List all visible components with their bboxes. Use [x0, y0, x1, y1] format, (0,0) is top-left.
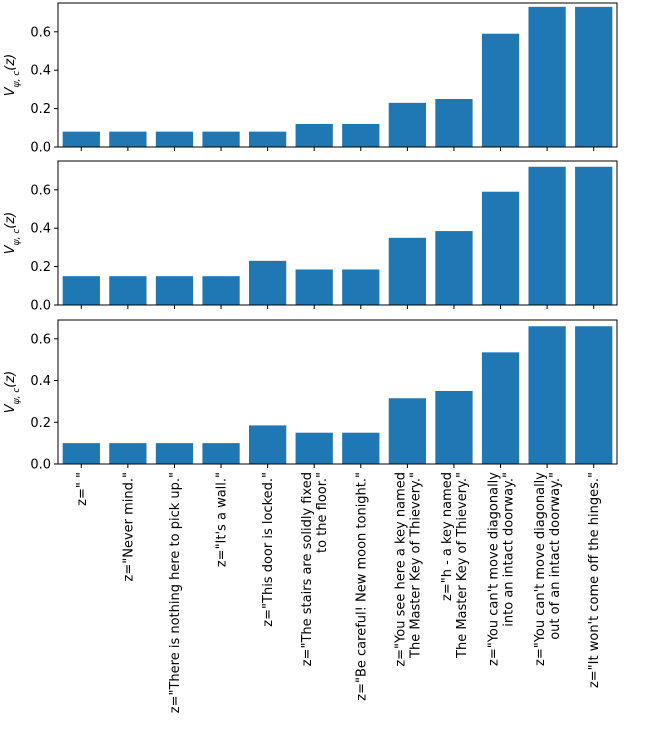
- bar: [248, 425, 287, 464]
- bar: [202, 443, 240, 464]
- y-tick-label: 0.6: [30, 332, 51, 347]
- bar: [342, 269, 380, 305]
- bar: [62, 276, 100, 305]
- bar: [62, 131, 100, 147]
- subplot-1: 0.0 0.2 0.4 0.6 Vψ, c(z): [3, 2, 618, 156]
- y-tick-label: 0.6: [30, 25, 51, 40]
- x-tick-label: z="You see here a key namedThe Master Ke…: [393, 472, 423, 667]
- bar: [248, 260, 287, 305]
- x-tick-label: z="There is nothing here to pick up.": [168, 472, 183, 713]
- x-tick-label: z="This door is locked.": [261, 472, 276, 627]
- subplot-2: 0.0 0.2 0.4 0.6 Vψ, c(z): [3, 160, 618, 314]
- axes-frame: [57, 160, 618, 306]
- bar: [62, 443, 100, 464]
- y-tick-label: 0.4: [30, 64, 51, 79]
- bar: [248, 131, 287, 147]
- y-tick-label: 0.2: [30, 260, 51, 275]
- bar: [528, 166, 566, 305]
- x-tick-label: z="You can't move diagonallyinto an inta…: [487, 472, 517, 666]
- y-tick-label: 0.6: [30, 183, 51, 198]
- bar: [388, 102, 427, 147]
- bar: [295, 432, 333, 464]
- y-tick-label: 0.0: [30, 458, 51, 473]
- x-tick-labels: z=" " z="Never mind." z="There is nothing …: [75, 472, 602, 714]
- y-tick-label: 0.0: [30, 141, 51, 156]
- y-axis-label: Vψ, c(z): [3, 371, 22, 413]
- x-tick-label: z="It won't come off the hinges.": [587, 472, 602, 688]
- bar: [109, 131, 147, 147]
- bar: [388, 398, 427, 464]
- bar: [342, 432, 380, 464]
- bar: [155, 276, 194, 305]
- bar: [295, 123, 333, 147]
- y-axis-label: Vψ, c(z): [3, 54, 22, 96]
- bar: [342, 123, 380, 147]
- x-tick-label: z="It's a wall.": [215, 472, 230, 567]
- bar: [575, 6, 613, 148]
- bar: [435, 390, 473, 464]
- y-tick-label: 0.4: [30, 374, 51, 389]
- x-tick-label: z="Never mind.": [121, 472, 136, 581]
- y-tick-label: 0.2: [30, 416, 51, 431]
- bar: [575, 326, 613, 464]
- bar: [109, 276, 147, 305]
- y-tick-label: 0.0: [30, 299, 51, 314]
- y-tick-label: 0.4: [30, 222, 51, 237]
- x-tick-label: z=" ": [75, 472, 90, 506]
- axes-frame: [57, 2, 618, 148]
- bar: [202, 131, 240, 147]
- bar: [481, 191, 520, 305]
- bar: [528, 6, 566, 148]
- bar: [155, 443, 194, 464]
- bar: [528, 326, 566, 464]
- bar: [481, 352, 520, 464]
- x-tick-label: z="h - a key namedThe Master Key of Thie…: [440, 472, 470, 659]
- x-tick-label: z="The stairs are solidly fixedto the fl…: [300, 472, 330, 666]
- bar: [435, 231, 473, 305]
- subplot-3: 0.0 0.2 0.4 0.6 Vψ, c(z): [3, 319, 618, 473]
- bar: [295, 269, 333, 305]
- bar: [388, 237, 427, 305]
- axes-frame: [57, 319, 618, 465]
- y-axis-label: Vψ, c(z): [3, 212, 22, 254]
- bar: [481, 33, 520, 147]
- bar: [202, 276, 240, 305]
- y-tick-label: 0.2: [30, 102, 51, 117]
- bar: [155, 131, 194, 147]
- x-tick-label: z="You can't move diagonallyout of an in…: [533, 472, 563, 666]
- bar: [109, 443, 147, 464]
- bar: [575, 166, 613, 305]
- bar: [435, 99, 473, 147]
- x-tick-label: z="Be careful! New moon tonight.": [354, 472, 369, 701]
